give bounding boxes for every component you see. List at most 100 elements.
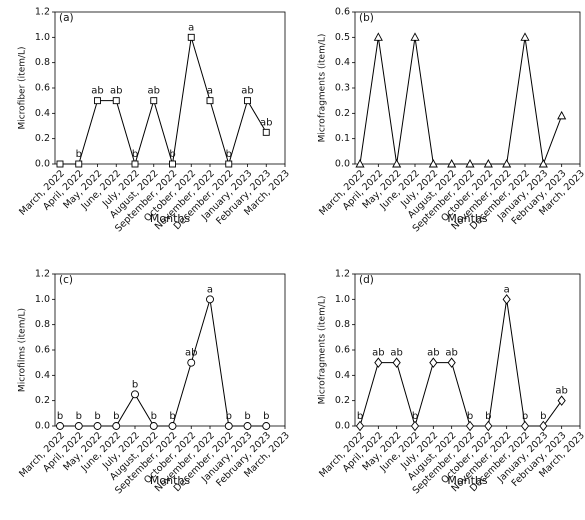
y-axis-label: Microfragments (item/L)	[318, 34, 328, 143]
marker	[262, 422, 271, 430]
y-tick-label: 0.4	[35, 108, 50, 119]
marker	[150, 97, 158, 105]
marker	[410, 420, 420, 432]
significance-label: b	[113, 411, 119, 422]
y-axis-label: Microfilms (item/L)	[18, 308, 28, 392]
marker	[539, 420, 548, 432]
marker	[112, 97, 120, 105]
y-tick-label: 0.2	[35, 395, 50, 406]
marker	[169, 160, 176, 168]
significance-label: ab	[148, 86, 160, 97]
y-tick-label: 1.0	[35, 294, 50, 305]
marker	[244, 97, 251, 105]
marker	[206, 97, 214, 105]
y-tick-label: 0.6	[335, 7, 350, 18]
marker	[483, 159, 493, 168]
significance-label: a	[207, 284, 213, 295]
significance-label: b	[226, 411, 232, 422]
significance-label: ab	[241, 86, 253, 97]
marker	[410, 32, 420, 41]
marker	[243, 422, 252, 430]
significance-label: b	[522, 411, 528, 422]
y-tick-label: 0.4	[335, 370, 350, 381]
panel-label: (c)	[59, 274, 73, 286]
y-tick-label: 0.6	[35, 83, 50, 94]
x-axis-label: Months	[150, 474, 190, 487]
y-tick-label: 0.4	[335, 57, 350, 68]
marker	[429, 357, 438, 368]
marker	[206, 295, 214, 304]
y-axis-label: Microfragments (item/L)	[318, 296, 328, 405]
significance-label: b	[76, 411, 82, 422]
marker	[465, 159, 475, 168]
plot-frame	[354, 11, 581, 165]
y-tick-label: 1.0	[35, 32, 50, 43]
marker	[502, 294, 511, 305]
marker	[168, 422, 177, 430]
marker	[428, 159, 438, 168]
significance-label: b	[132, 149, 138, 160]
marker	[131, 160, 139, 168]
y-tick-label: 0.0	[35, 159, 50, 170]
marker	[262, 128, 270, 136]
significance-label: ab	[185, 348, 197, 359]
marker	[447, 357, 456, 368]
significance-label: b	[467, 411, 473, 422]
marker	[93, 422, 102, 430]
significance-label: b	[169, 149, 175, 160]
marker	[112, 422, 121, 430]
y-tick-label: 0.8	[35, 319, 50, 330]
marker	[75, 160, 83, 168]
marker	[74, 422, 83, 430]
plot-frame	[54, 273, 286, 427]
x-axis-label: Months	[150, 212, 190, 225]
significance-label: b	[412, 411, 418, 422]
marker	[56, 422, 64, 430]
significance-label: b	[244, 411, 250, 422]
marker	[484, 420, 493, 432]
marker	[355, 420, 365, 432]
y-tick-label: 0.2	[335, 395, 350, 406]
significance-label: b	[169, 411, 175, 422]
plot-frame	[354, 273, 581, 427]
marker	[465, 420, 475, 432]
significance-label: ab	[445, 348, 457, 359]
significance-label: b	[357, 411, 363, 422]
marker	[373, 32, 383, 41]
panel-label: (a)	[59, 12, 74, 24]
y-axis-label: Microfiber (item/L)	[18, 46, 28, 129]
significance-label: b	[226, 149, 232, 160]
panel-label: (d)	[359, 274, 374, 286]
y-tick-label: 0.6	[335, 345, 350, 356]
significance-label: a	[188, 22, 194, 33]
marker	[447, 159, 457, 168]
marker	[225, 160, 233, 168]
y-tick-label: 0.4	[35, 370, 50, 381]
y-tick-label: 0.0	[335, 159, 350, 170]
significance-label: ab	[372, 348, 384, 359]
significance-label: b	[151, 411, 157, 422]
significance-label: b	[94, 411, 100, 422]
y-tick-label: 1.2	[35, 269, 50, 280]
marker	[392, 357, 401, 368]
significance-label: a	[207, 86, 213, 97]
marker	[187, 358, 196, 367]
y-tick-label: 0.6	[35, 345, 50, 356]
y-tick-label: 0.8	[335, 319, 350, 330]
significance-label: b	[76, 149, 82, 160]
y-tick-label: 0.5	[335, 32, 350, 43]
marker	[557, 110, 567, 120]
data-line	[60, 37, 267, 166]
significance-label: ab	[260, 117, 272, 128]
x-axis-label: Months	[447, 474, 487, 487]
marker	[392, 159, 402, 168]
y-tick-label: 0.1	[335, 133, 350, 144]
significance-label: b	[132, 379, 138, 390]
marker	[56, 160, 64, 168]
significance-label: b	[263, 411, 269, 422]
marker	[224, 422, 233, 430]
y-tick-label: 1.2	[335, 269, 350, 280]
y-tick-label: 0.3	[335, 83, 350, 94]
marker	[187, 33, 195, 41]
